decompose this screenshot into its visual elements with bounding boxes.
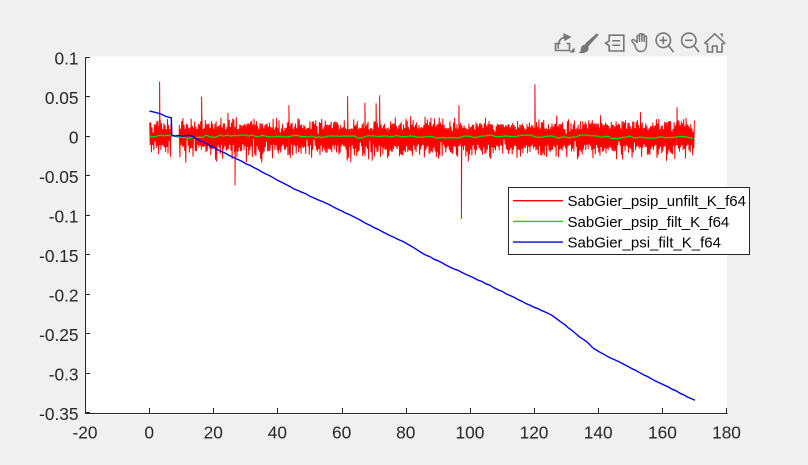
svg-text:140: 140	[584, 423, 613, 443]
svg-text:0.05: 0.05	[45, 88, 79, 108]
svg-text:0: 0	[69, 127, 79, 147]
svg-text:40: 40	[268, 423, 287, 443]
svg-text:80: 80	[396, 423, 415, 443]
svg-text:-0.35: -0.35	[39, 404, 78, 424]
svg-text:120: 120	[520, 423, 549, 443]
svg-text:-0.25: -0.25	[39, 325, 78, 345]
svg-text:180: 180	[712, 423, 741, 443]
svg-text:-0.15: -0.15	[39, 246, 78, 266]
svg-text:SabGier_psi_filt_K_f64: SabGier_psi_filt_K_f64	[568, 235, 721, 252]
svg-text:-0.1: -0.1	[49, 206, 79, 226]
svg-text:160: 160	[648, 423, 677, 443]
svg-text:SabGier_psip_unfilt_K_f64: SabGier_psip_unfilt_K_f64	[568, 193, 746, 210]
svg-text:100: 100	[455, 423, 484, 443]
svg-text:-0.05: -0.05	[39, 167, 78, 187]
svg-text:0: 0	[144, 423, 154, 443]
svg-text:-0.3: -0.3	[49, 364, 79, 384]
svg-text:SabGier_psip_filt_K_f64: SabGier_psip_filt_K_f64	[568, 214, 730, 231]
svg-text:60: 60	[332, 423, 351, 443]
svg-text:-20: -20	[73, 423, 98, 443]
svg-text:-0.2: -0.2	[49, 285, 79, 305]
svg-text:20: 20	[204, 423, 223, 443]
svg-text:0.1: 0.1	[54, 48, 78, 68]
